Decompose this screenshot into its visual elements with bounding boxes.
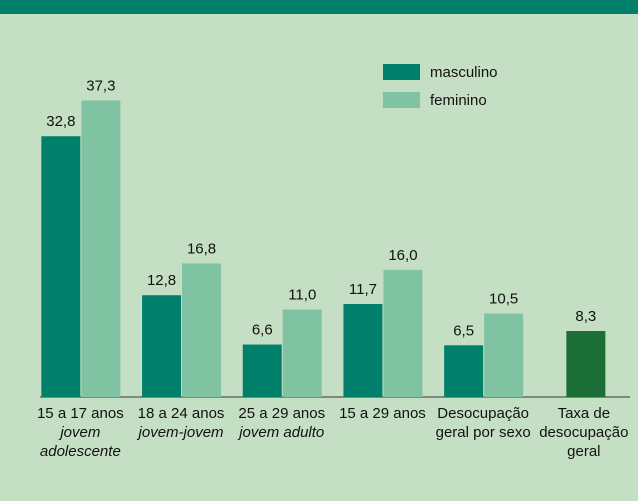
bar (182, 263, 222, 397)
legend-label: masculino (430, 64, 498, 81)
x-tick-label: 18 a 24 anos (138, 405, 225, 422)
legend-label: feminino (430, 92, 487, 109)
value-label: 11,7 (349, 281, 377, 298)
bar (383, 269, 423, 397)
bar (282, 309, 322, 397)
x-tick-label: Taxa de (558, 405, 611, 422)
value-label: 16,8 (187, 240, 216, 257)
bar (242, 344, 282, 397)
bar (343, 303, 383, 397)
bar (444, 345, 484, 397)
x-tick-label: desocupação (539, 424, 628, 441)
x-tick-label: 15 a 29 anos (339, 405, 426, 422)
x-tick-note: jovem (58, 424, 100, 441)
x-tick-label: geral (567, 443, 600, 460)
bar (81, 100, 121, 397)
value-label: 37,3 (86, 77, 115, 94)
value-label: 6,6 (252, 321, 273, 338)
x-tick-note: jovem-jovem (137, 424, 224, 441)
legend-swatch (383, 64, 420, 80)
value-label: 32,8 (46, 113, 75, 130)
value-label: 12,8 (147, 272, 176, 289)
value-label: 11,0 (288, 287, 316, 304)
legend-swatch (383, 92, 420, 108)
bar (566, 331, 606, 397)
value-label: 6,5 (453, 322, 474, 339)
x-tick-label: 25 a 29 anos (238, 405, 325, 422)
header-bar (0, 0, 638, 14)
value-label: 10,5 (489, 290, 518, 307)
bar (41, 136, 81, 398)
x-tick-label: Desocupação (437, 405, 529, 422)
x-tick-label: 15 a 17 anos (37, 405, 124, 422)
x-tick-note: adolescente (40, 443, 121, 460)
value-label: 8,3 (575, 308, 596, 325)
x-tick-note: jovem adulto (237, 424, 324, 441)
value-label: 16,0 (388, 247, 417, 264)
bar (142, 295, 182, 397)
x-tick-label: geral por sexo (436, 424, 531, 441)
bar (484, 313, 524, 397)
